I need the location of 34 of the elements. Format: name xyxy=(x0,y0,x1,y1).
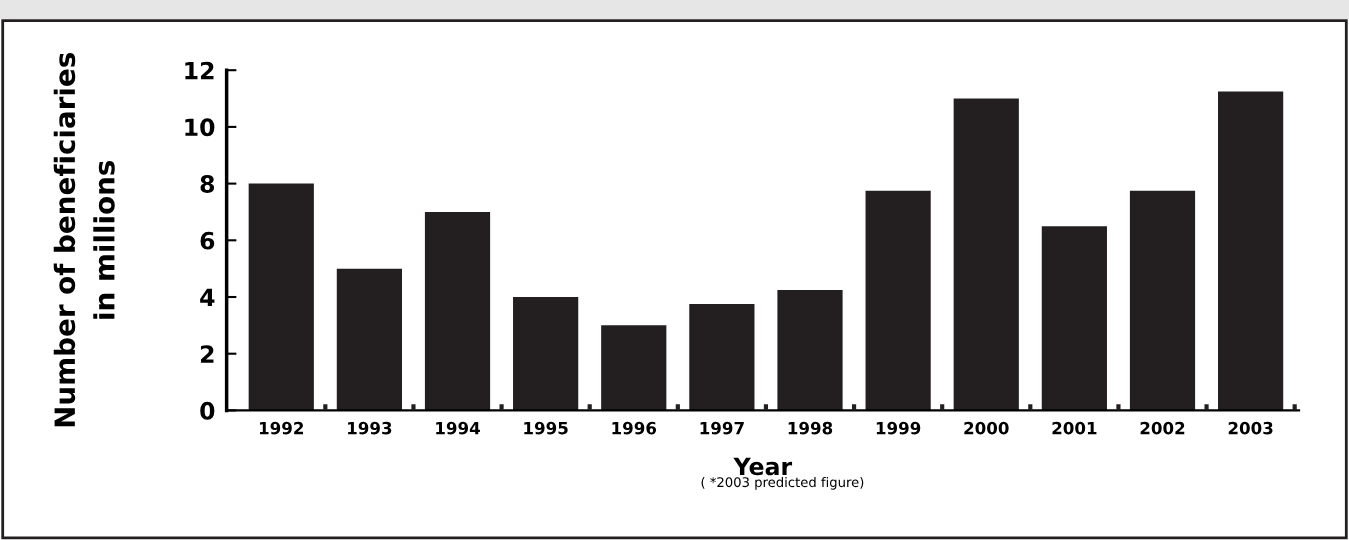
x-axis-title: Year xyxy=(733,457,793,476)
bar xyxy=(248,183,314,411)
x-tick-label: 1996 xyxy=(612,421,657,435)
x-tick-label: 2000 xyxy=(964,421,1009,435)
y-tick-label: 6 xyxy=(200,231,215,250)
x-tick-label: 2003 xyxy=(1228,421,1273,435)
y-tick-label: 8 xyxy=(200,175,215,193)
x-tick-label: 1997 xyxy=(700,421,744,435)
bar xyxy=(1218,91,1284,411)
bar xyxy=(865,190,931,411)
bar xyxy=(953,98,1019,411)
y-axis-title: Number of beneficiaries in millions xyxy=(53,53,115,427)
x-tick-label: 1993 xyxy=(348,421,392,435)
x-tick-label: 2002 xyxy=(1140,421,1185,435)
y-tick-label: 0 xyxy=(200,401,215,420)
y-tick-label: 2 xyxy=(200,345,214,363)
bar xyxy=(424,211,491,411)
bar xyxy=(336,268,402,411)
bar xyxy=(689,304,755,411)
bar xyxy=(601,325,667,411)
x-tick-label: 1992 xyxy=(259,421,304,435)
x-tick-label: 1999 xyxy=(876,421,921,435)
bar xyxy=(777,289,843,411)
bar xyxy=(513,297,579,411)
bar xyxy=(1041,226,1107,411)
y-tick-label: 12 xyxy=(185,61,214,80)
x-tick-label: 2001 xyxy=(1052,421,1097,435)
x-tick-label: 1994 xyxy=(436,421,480,435)
text: ( *2003 predicted figure) xyxy=(701,476,864,490)
y-tick-label: 4 xyxy=(200,288,215,306)
bar xyxy=(1129,190,1196,411)
y-tick-label: 10 xyxy=(185,118,215,137)
x-tick-label: 1998 xyxy=(788,421,833,435)
x-tick-label: 1995 xyxy=(524,421,568,435)
